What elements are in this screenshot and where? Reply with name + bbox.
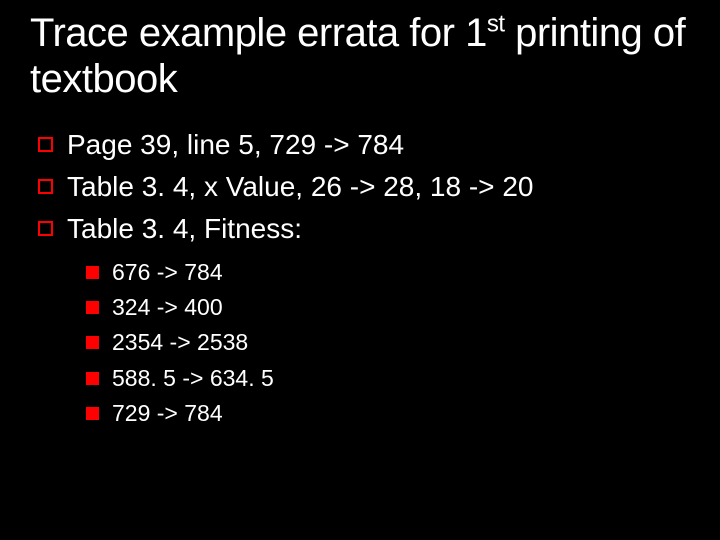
bullet-solid-icon — [86, 266, 99, 279]
list-item-text: Table 3. 4, Fitness: — [67, 210, 302, 248]
title-superscript: st — [487, 11, 505, 38]
list-item: Table 3. 4, x Value, 26 -> 28, 18 -> 20 — [38, 168, 690, 206]
slide-container: Trace example errata for 1st printing of… — [0, 0, 720, 540]
bullet-solid-icon — [86, 407, 99, 420]
level1-list: Page 39, line 5, 729 -> 784 Table 3. 4, … — [30, 126, 690, 247]
list-item: 676 -> 784 — [86, 257, 690, 288]
list-item-text: Table 3. 4, x Value, 26 -> 28, 18 -> 20 — [67, 168, 533, 206]
list-item: Table 3. 4, Fitness: — [38, 210, 690, 248]
bullet-outline-icon — [38, 179, 53, 194]
title-text-main: Trace example errata for 1 — [30, 11, 487, 55]
list-item-text: 324 -> 400 — [112, 292, 223, 323]
bullet-outline-icon — [38, 221, 53, 236]
level2-list: 676 -> 784 324 -> 400 2354 -> 2538 588. … — [30, 257, 690, 428]
bullet-solid-icon — [86, 336, 99, 349]
list-item-text: 588. 5 -> 634. 5 — [112, 363, 274, 394]
list-item-text: 729 -> 784 — [112, 398, 223, 429]
list-item-text: 2354 -> 2538 — [112, 327, 248, 358]
bullet-solid-icon — [86, 372, 99, 385]
list-item-text: Page 39, line 5, 729 -> 784 — [67, 126, 404, 164]
list-item: 2354 -> 2538 — [86, 327, 690, 358]
bullet-outline-icon — [38, 137, 53, 152]
list-item: Page 39, line 5, 729 -> 784 — [38, 126, 690, 164]
list-item: 588. 5 -> 634. 5 — [86, 363, 690, 394]
slide-title: Trace example errata for 1st printing of… — [30, 10, 690, 102]
list-item: 324 -> 400 — [86, 292, 690, 323]
list-item-text: 676 -> 784 — [112, 257, 223, 288]
list-item: 729 -> 784 — [86, 398, 690, 429]
bullet-solid-icon — [86, 301, 99, 314]
